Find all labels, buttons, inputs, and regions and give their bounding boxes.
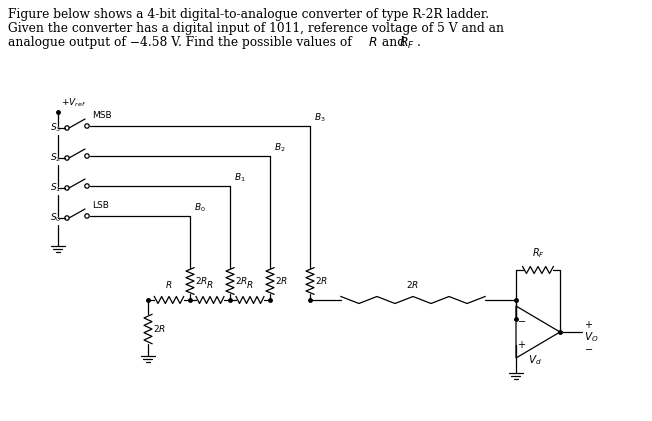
Text: $B_1$: $B_1$: [234, 172, 246, 184]
Text: $B_3$: $B_3$: [314, 112, 325, 124]
Text: $2R$: $2R$: [275, 275, 288, 287]
Text: Figure below shows a 4-bit digital-to-analogue converter of type R-2R ladder.: Figure below shows a 4-bit digital-to-an…: [8, 8, 489, 21]
Text: $R$: $R$: [368, 36, 378, 49]
Text: $S_2$: $S_2$: [50, 152, 61, 164]
Text: $S_3$: $S_3$: [50, 122, 61, 134]
Text: $V_d$: $V_d$: [528, 353, 542, 367]
Text: $S_1$: $S_1$: [50, 182, 61, 194]
Text: $R_F$: $R_F$: [531, 246, 544, 260]
Text: $+$: $+$: [518, 339, 527, 351]
Text: Given the converter has a digital input of 1011, reference voltage of 5 V and an: Given the converter has a digital input …: [8, 22, 504, 35]
Text: $S_0$: $S_0$: [50, 212, 61, 224]
Text: $R$: $R$: [246, 279, 254, 290]
Text: $2R$: $2R$: [235, 275, 248, 287]
Text: $R$: $R$: [206, 279, 214, 290]
Text: $+V_{ref}$: $+V_{ref}$: [61, 96, 86, 109]
Text: $R_F$: $R_F$: [399, 36, 415, 51]
Text: $B_0$: $B_0$: [194, 202, 206, 214]
Text: $+$: $+$: [584, 320, 593, 330]
Text: $-$: $-$: [518, 315, 527, 325]
Text: $2R$: $2R$: [153, 323, 166, 335]
Text: LSB: LSB: [92, 200, 109, 210]
Text: $2R$: $2R$: [315, 275, 328, 287]
Text: $V_O$: $V_O$: [584, 330, 599, 344]
Text: analogue output of −4.58 V. Find the possible values of: analogue output of −4.58 V. Find the pos…: [8, 36, 355, 49]
Text: MSB: MSB: [92, 110, 111, 120]
Text: $2R$: $2R$: [406, 279, 420, 290]
Text: $-$: $-$: [584, 343, 593, 353]
Text: $B_2$: $B_2$: [274, 142, 286, 154]
Text: $2R$: $2R$: [195, 275, 208, 287]
Text: and: and: [378, 36, 409, 49]
Text: $R$: $R$: [166, 279, 173, 290]
Text: .: .: [417, 36, 421, 49]
